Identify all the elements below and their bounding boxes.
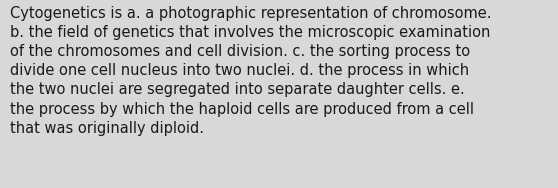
- Text: Cytogenetics is a. a photographic representation of chromosome.
b. the field of : Cytogenetics is a. a photographic repres…: [10, 6, 492, 136]
